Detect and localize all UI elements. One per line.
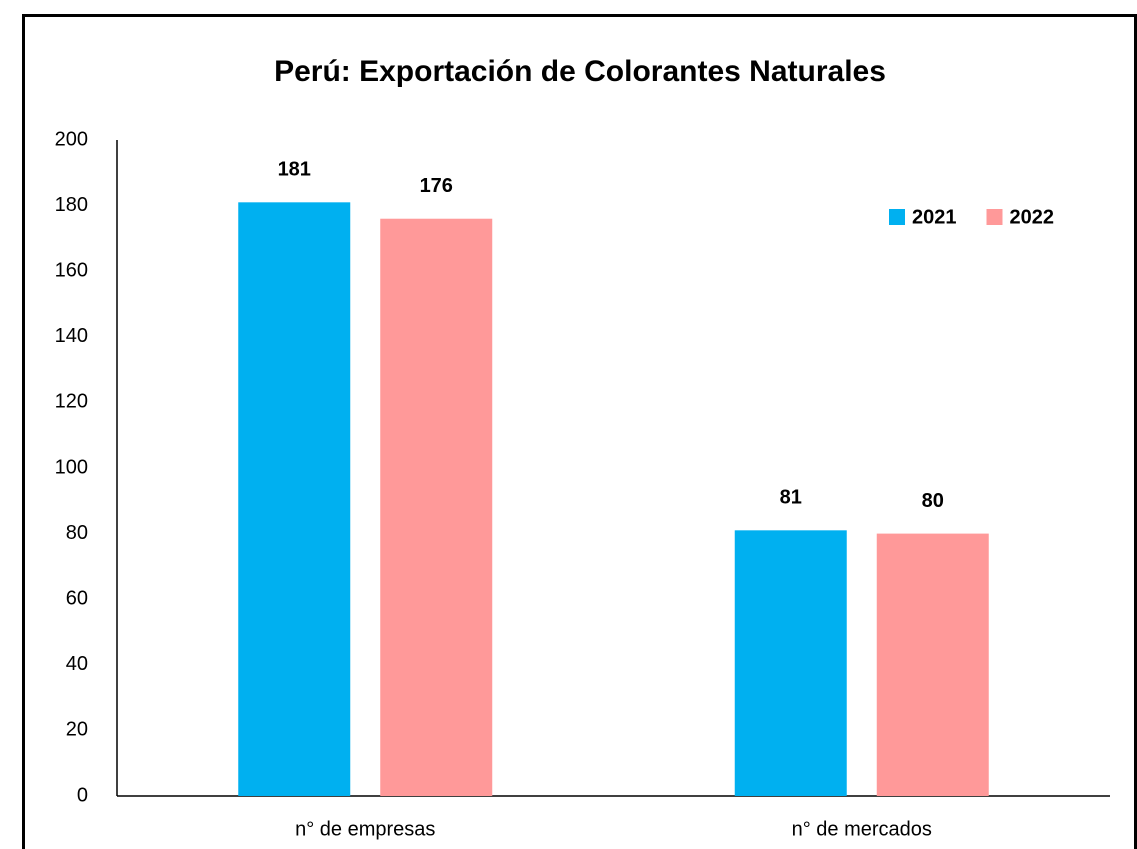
value-label: 181 — [278, 159, 311, 181]
value-label: 80 — [922, 490, 944, 512]
y-tick-label: 60 — [66, 587, 88, 609]
x-tick-label: n° de empresas — [295, 818, 435, 840]
bar — [380, 218, 493, 797]
legend-swatch — [889, 209, 905, 225]
chart-frame — [22, 14, 1137, 849]
y-tick-label: 20 — [66, 719, 88, 741]
bar — [238, 202, 351, 796]
y-tick-label: 160 — [55, 259, 88, 281]
legend-label: 2021 — [912, 206, 957, 228]
value-label: 81 — [780, 487, 802, 509]
y-tick-label: 0 — [77, 784, 88, 806]
y-tick-label: 40 — [66, 653, 88, 675]
y-tick-label: 120 — [55, 391, 88, 413]
value-label: 176 — [420, 175, 453, 197]
y-tick-label: 180 — [55, 194, 88, 216]
legend-label: 2022 — [1010, 206, 1055, 228]
y-tick-label: 140 — [55, 325, 88, 347]
y-tick-label: 100 — [55, 456, 88, 478]
y-tick-label: 80 — [66, 522, 88, 544]
x-tick-label: n° de mercados — [792, 818, 932, 840]
bar — [734, 530, 847, 796]
bar — [876, 533, 989, 796]
y-tick-label: 200 — [55, 128, 88, 150]
chart-title: Perú: Exportación de Colorantes Naturale… — [274, 55, 886, 88]
legend-swatch — [986, 209, 1003, 225]
